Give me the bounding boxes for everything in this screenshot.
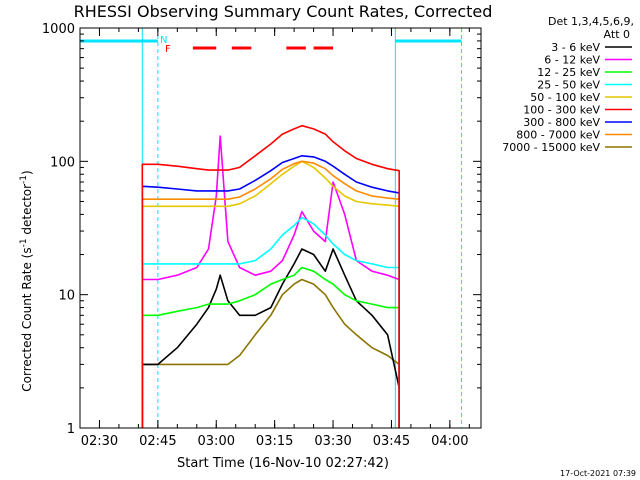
x-tick-label: 03:00 (198, 434, 235, 449)
footer-date: 17-Oct-2021 07:39 (560, 469, 636, 478)
x-tick-label: 03:45 (373, 434, 410, 449)
legend-label: 300 - 800 keV (523, 116, 600, 129)
x-tick-label: 03:15 (256, 434, 293, 449)
legend-label: 12 - 25 keV (537, 66, 600, 79)
legend-label: 50 - 100 keV (530, 91, 600, 104)
series-line-100-300-kev (141, 124, 401, 428)
y-tick-label: 10 (58, 289, 75, 304)
x-tick-label: 03:30 (314, 434, 351, 449)
f-flag-label: F (165, 44, 171, 55)
y-tick-label: 1 (67, 422, 75, 437)
chart-title: RHESSI Observing Summary Count Rates, Co… (74, 2, 493, 21)
legend-label: 800 - 7000 keV (516, 129, 600, 142)
series-line-3-6-kev (141, 248, 401, 428)
series-line-25-50-kev (141, 216, 401, 428)
legend-label: 6 - 12 keV (544, 54, 600, 67)
plot-frame (79, 27, 482, 429)
x-tick-label: 02:30 (81, 434, 118, 449)
series-line-6-12-kev (141, 135, 401, 428)
y-tick-label: 100 (50, 155, 75, 170)
y-axis-label: Corrected Count Rate (s-1 detector-1) (19, 170, 34, 391)
legend-label: 7000 - 15000 keV (502, 141, 600, 154)
legend-label: 3 - 6 keV (551, 41, 600, 54)
series-line-12-25-kev (141, 266, 401, 428)
y-tick-label: 1000 (42, 22, 75, 37)
series-line-800-7000-kev (141, 160, 401, 428)
series-line-7000-15000-kev (141, 278, 401, 428)
x-axis-label: Start Time (16-Nov-10 02:27:42) (177, 456, 389, 471)
legend-label: 25 - 50 keV (537, 79, 600, 92)
legend-header-att: Att 0 (604, 28, 630, 41)
legend-label: 100 - 300 keV (523, 104, 600, 117)
x-tick-label: 04:00 (431, 434, 468, 449)
series-line-50-100-kev (141, 160, 401, 428)
legend-header: Det 1,3,4,5,6,9, (548, 15, 634, 28)
x-tick-label: 02:45 (139, 434, 176, 449)
n-flag-label: N (160, 35, 167, 46)
series-line-300-800-kev (141, 155, 401, 428)
